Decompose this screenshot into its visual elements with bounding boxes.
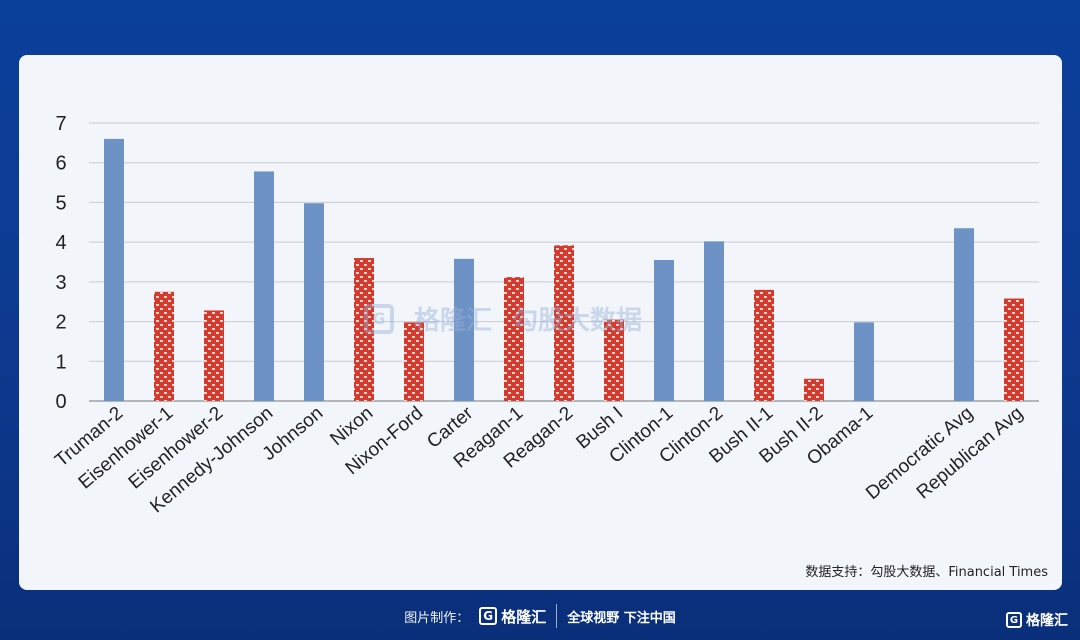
bar-clinton-2 (704, 241, 724, 401)
source-note: 数据支持：勾股大数据、Financial Times (805, 565, 1048, 580)
y-tick-label: 2 (55, 312, 66, 334)
bar-reagan-1 (504, 277, 524, 401)
bar-eisenhower-2 (204, 310, 224, 401)
bar-truman-2 (104, 138, 124, 401)
y-tick-label: 5 (55, 192, 66, 214)
footer-made-by: 图片制作： (404, 610, 470, 626)
bar-republican-avg (1004, 298, 1024, 401)
bar-carter (454, 258, 474, 401)
corner-logo-icon: G (1006, 612, 1022, 628)
bar-chart: 01234567Truman-2Eisenhower-1Eisenhower-2… (51, 113, 1039, 517)
bar-johnson (304, 203, 324, 401)
bar-nixon (354, 258, 374, 401)
bar-obama-1 (854, 322, 874, 401)
footer: 图片制作： G 格隆汇 全球视野 下注中国 (0, 592, 1080, 640)
bar-clinton-1 (654, 260, 674, 401)
footer-divider (556, 604, 558, 628)
y-tick-label: 7 (55, 113, 66, 135)
y-tick-label: 6 (55, 153, 66, 175)
y-tick-label: 3 (55, 272, 66, 294)
chart-card: 0 1 2 3 4 5 6 7 Truman-2 Eisenhower-1 Eisenhower-2… (19, 55, 1062, 590)
y-tick-label: 0 (55, 391, 66, 413)
footer-logo-text: 格隆汇 (501, 607, 547, 626)
bar-bush-ii-1 (754, 289, 774, 401)
bar-bush-ii-2 (804, 378, 824, 401)
bar-reagan-2 (554, 245, 574, 401)
corner-logo-text: 格隆汇 (1026, 613, 1068, 629)
footer-logo: G 格隆汇 (479, 606, 546, 627)
bar-democratic-avg (954, 228, 974, 401)
brand-logo-icon: G (479, 607, 498, 625)
bar-bush-i (604, 319, 624, 401)
bar-kennedy-johnson (254, 171, 274, 401)
y-tick-label: 4 (55, 232, 66, 254)
y-tick-label: 1 (55, 351, 66, 373)
bar-nixon-ford (404, 322, 424, 401)
corner-logo: G 格隆汇 (1006, 610, 1068, 630)
footer-slogan: 全球视野 下注中国 (567, 610, 676, 626)
bar-eisenhower-1 (154, 291, 174, 401)
